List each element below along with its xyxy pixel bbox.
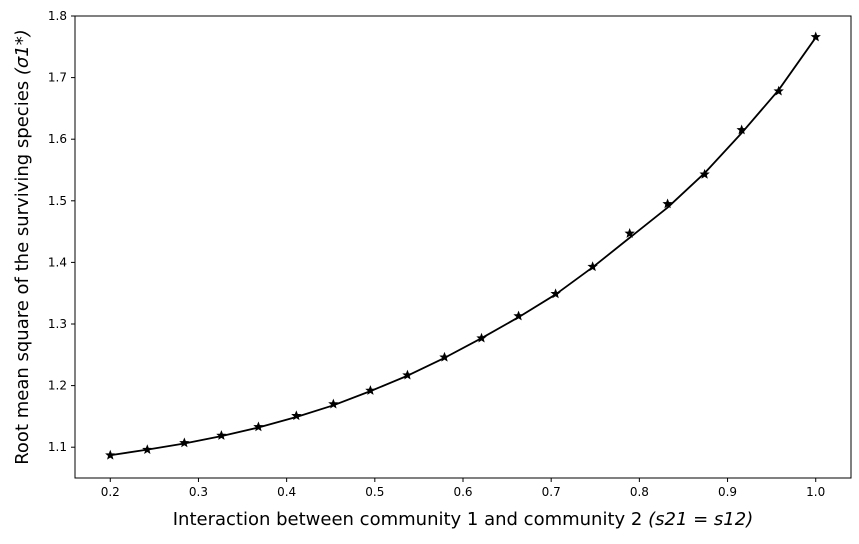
y-tick-label: 1.4 — [48, 255, 67, 269]
data-point-marker — [513, 310, 524, 321]
data-point-marker — [439, 351, 450, 362]
data-point-marker — [810, 31, 821, 42]
y-tick-label: 1.6 — [48, 132, 67, 146]
data-point-marker — [179, 437, 190, 448]
y-tick-label: 1.5 — [48, 194, 67, 208]
x-tick-label: 0.5 — [365, 485, 384, 499]
y-tick-label: 1.7 — [48, 71, 67, 85]
x-tick-label: 0.6 — [453, 485, 472, 499]
x-tick-label: 0.8 — [630, 485, 649, 499]
x-tick-label: 0.9 — [718, 485, 737, 499]
series-line — [110, 37, 817, 457]
data-point-marker — [253, 421, 264, 432]
x-tick-label: 0.4 — [277, 485, 296, 499]
data-point-marker — [365, 385, 376, 395]
data-point-marker — [476, 332, 487, 343]
x-axis-label-math: (s21 = s12) — [648, 509, 753, 530]
data-point-marker — [587, 261, 598, 272]
y-tick-label: 1.3 — [48, 317, 67, 331]
data-point-marker — [662, 198, 673, 209]
data-point-marker — [624, 228, 635, 238]
x-tick-label: 1.0 — [806, 485, 825, 499]
data-point-marker — [402, 369, 413, 380]
y-tick-label: 1.8 — [48, 9, 67, 23]
y-axis-label: Root mean square of the surviving specie… — [12, 29, 33, 465]
data-point-marker — [105, 449, 116, 460]
data-point-marker — [773, 85, 784, 96]
data-point-marker — [736, 124, 747, 135]
data-point-marker — [216, 430, 227, 440]
y-axis-label-text: Root mean square of the surviving specie… — [12, 81, 33, 465]
data-point-marker — [550, 288, 561, 299]
plot-frame — [74, 15, 852, 479]
x-axis-label-text: Interaction between community 1 and comm… — [173, 509, 643, 530]
x-tick-label: 0.2 — [101, 485, 120, 499]
x-tick-label: 0.3 — [189, 485, 208, 499]
y-axis-label-math: (σ1*) — [12, 29, 33, 75]
x-axis-label: Interaction between community 1 and comm… — [173, 509, 753, 530]
data-point-marker — [699, 168, 710, 179]
data-point-marker — [291, 410, 302, 421]
y-tick-label: 1.2 — [48, 379, 67, 393]
x-tick-label: 0.7 — [542, 485, 561, 499]
data-point-marker — [142, 444, 153, 455]
data-point-marker — [328, 398, 339, 409]
y-tick-label: 1.1 — [48, 440, 67, 454]
